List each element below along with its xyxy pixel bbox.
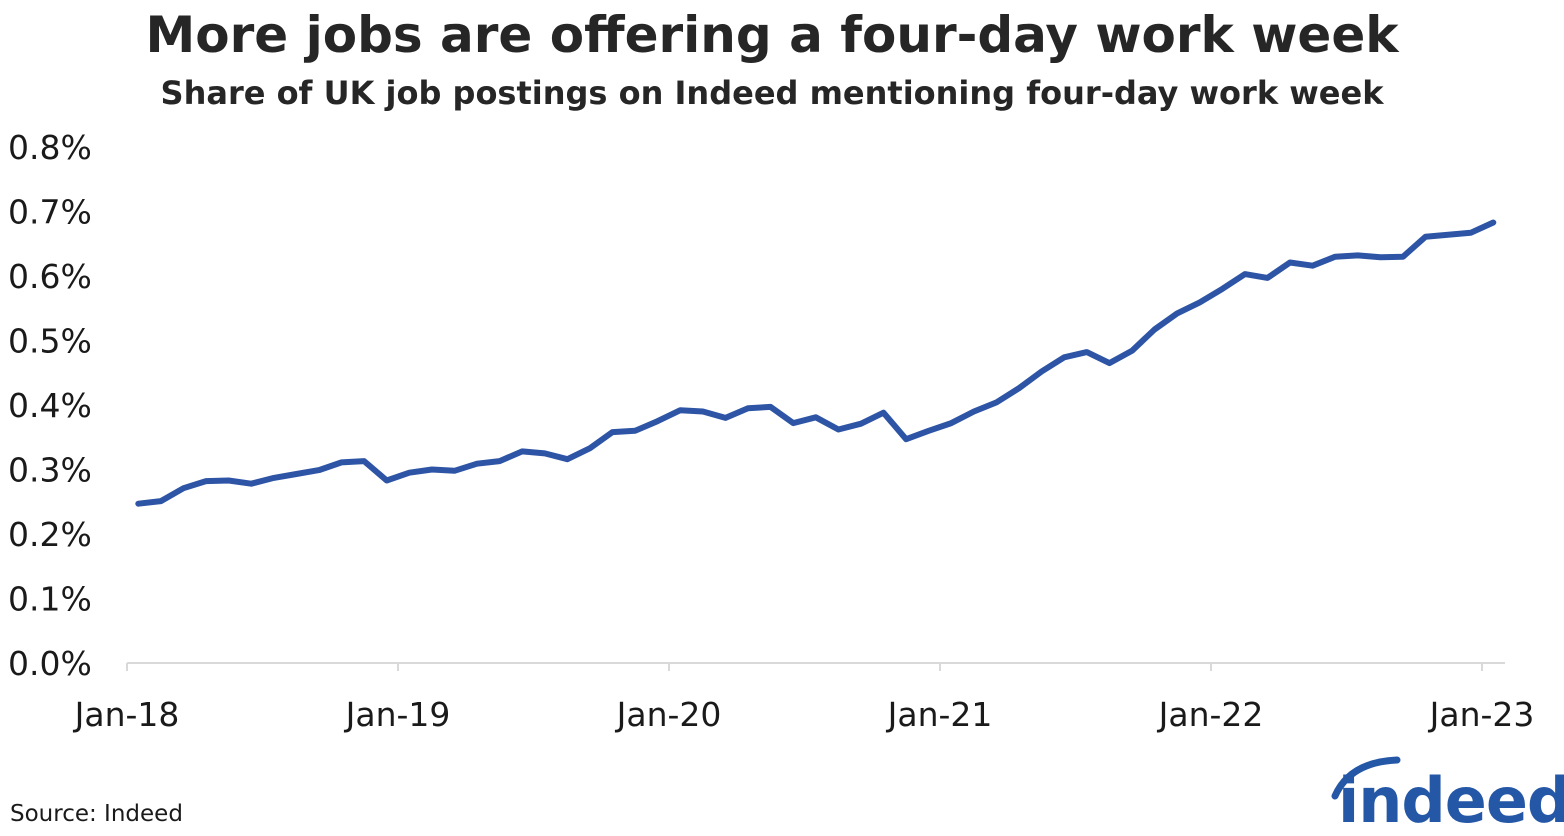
y-tick-label: 0.0%: [8, 644, 92, 683]
logo-arc-icon: [1331, 756, 1401, 800]
logo-wordmark: indeed: [1338, 764, 1564, 836]
y-tick-label: 0.2%: [8, 515, 92, 554]
chart-subtitle: Share of UK job postings on Indeed menti…: [161, 74, 1385, 112]
y-tick-label: 0.6%: [8, 257, 92, 296]
y-tick-label: 0.8%: [8, 128, 92, 167]
source-note: Source: Indeed: [10, 801, 183, 827]
y-tick-label: 0.7%: [8, 193, 92, 232]
x-tick-label: Jan-20: [615, 695, 722, 734]
series-line: [135, 219, 1497, 507]
x-tick-label: Jan-19: [344, 695, 451, 734]
y-tick-label: 0.1%: [8, 580, 92, 619]
x-tick-label: Jan-21: [886, 695, 993, 734]
x-tick-label: Jan-23: [1428, 695, 1535, 734]
x-tick-label: Jan-22: [1157, 695, 1264, 734]
x-axis: Jan-18 Jan-19 Jan-20 Jan-21 Jan-22 Jan-23: [73, 662, 1535, 734]
chart-title: More jobs are offering a four-day work w…: [146, 6, 1401, 64]
x-tick-label: Jan-18: [73, 695, 180, 734]
indeed-logo[interactable]: indeed: [1331, 756, 1564, 836]
y-tick-label: 0.4%: [8, 386, 92, 425]
y-axis: 0.0% 0.1% 0.2% 0.3% 0.4% 0.5% 0.6% 0.7% 0.8%: [8, 128, 92, 683]
plot-area: [135, 219, 1497, 507]
y-tick-label: 0.5%: [8, 322, 92, 361]
y-tick-label: 0.3%: [8, 451, 92, 490]
